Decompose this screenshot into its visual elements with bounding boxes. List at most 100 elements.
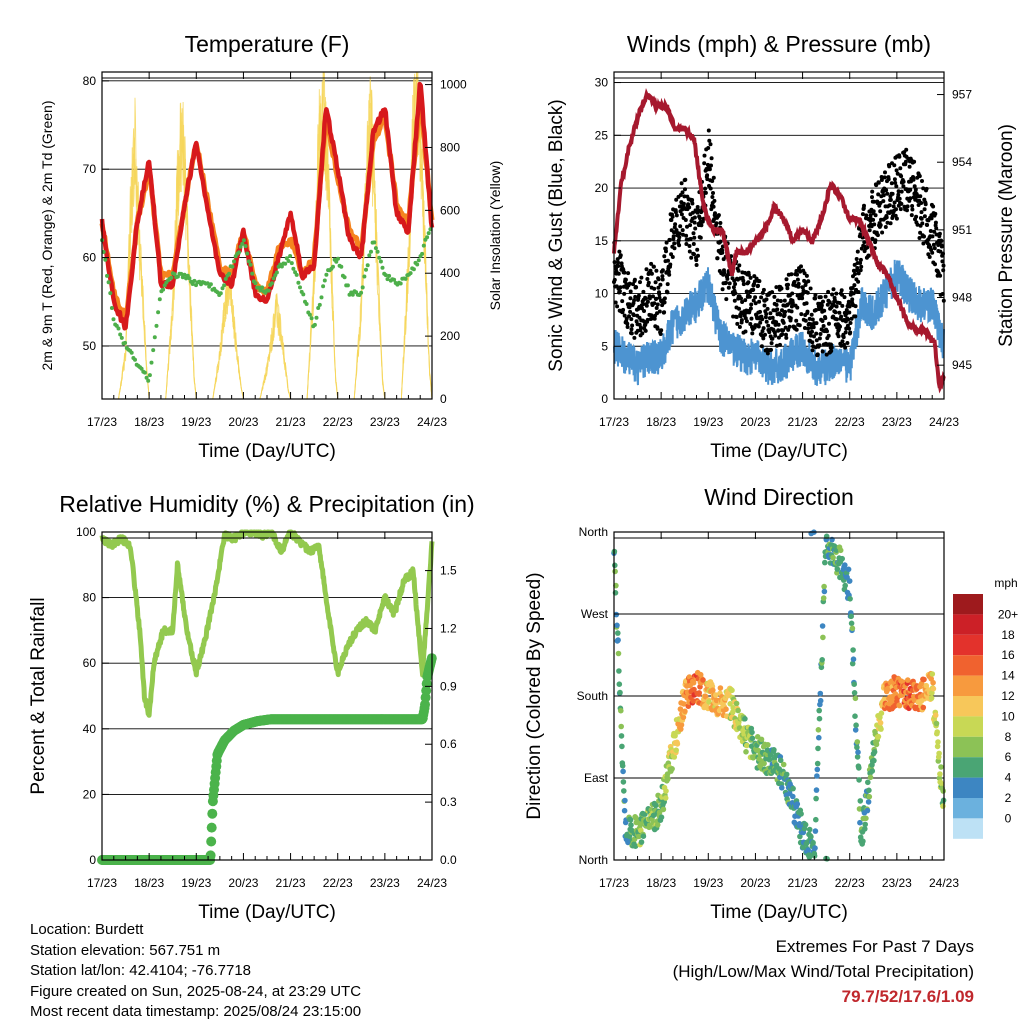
gust-point bbox=[774, 343, 779, 348]
gust-point bbox=[749, 316, 754, 321]
dewpoint-point bbox=[230, 264, 235, 269]
gust-point bbox=[896, 189, 901, 194]
y2-tick-label: 945 bbox=[952, 358, 972, 372]
gust-point bbox=[645, 317, 650, 322]
gust-point bbox=[764, 297, 769, 302]
gust-point bbox=[651, 264, 656, 269]
dewpoint-point bbox=[362, 274, 367, 279]
legend-swatch bbox=[953, 736, 983, 758]
gust-point bbox=[783, 309, 788, 314]
dewpoint-point bbox=[222, 283, 227, 288]
direction-point bbox=[744, 742, 750, 749]
direction-point bbox=[790, 785, 796, 792]
dewpoint-point bbox=[253, 281, 258, 286]
dewpoint-point bbox=[151, 348, 156, 353]
direction-point bbox=[619, 743, 625, 750]
gust-point bbox=[802, 326, 807, 330]
direction-point bbox=[824, 856, 830, 862]
gust-point bbox=[915, 222, 920, 227]
gust-point bbox=[632, 277, 637, 282]
gust-point bbox=[894, 216, 899, 221]
dewpoint-point bbox=[322, 278, 327, 283]
dewpoint-point bbox=[232, 259, 236, 264]
direction-point bbox=[929, 671, 936, 677]
gust-point bbox=[912, 184, 917, 189]
gust-point bbox=[879, 178, 884, 182]
gust-point bbox=[841, 335, 846, 340]
gust-point bbox=[688, 223, 693, 228]
dewpoint-point bbox=[223, 276, 228, 281]
gust-point bbox=[779, 286, 784, 291]
direction-point bbox=[818, 664, 825, 671]
gust-point bbox=[856, 290, 861, 294]
direction-point bbox=[615, 650, 622, 657]
gust-point bbox=[878, 223, 883, 228]
gust-point bbox=[770, 290, 775, 295]
dewpoint-point bbox=[119, 335, 124, 340]
gust-point bbox=[666, 269, 671, 274]
direction-point bbox=[863, 815, 869, 822]
y2-tick-label: 200 bbox=[440, 329, 460, 343]
gust-point bbox=[919, 216, 924, 221]
gust-point bbox=[708, 142, 713, 147]
gust-point bbox=[898, 166, 903, 171]
gust-point bbox=[846, 299, 851, 304]
gust-point bbox=[749, 302, 754, 307]
gust-point bbox=[691, 231, 696, 236]
gust-point bbox=[681, 201, 686, 206]
gust-point bbox=[692, 215, 697, 220]
dewpoint-point bbox=[146, 378, 151, 383]
direction-point bbox=[940, 788, 946, 794]
gust-point bbox=[613, 300, 618, 305]
direction-point bbox=[814, 766, 821, 773]
gust-point bbox=[826, 289, 831, 294]
gust-point bbox=[614, 266, 618, 271]
direction-point bbox=[779, 785, 785, 791]
gust-point bbox=[631, 282, 635, 287]
dewpoint-point bbox=[375, 249, 380, 254]
y-tick-label: West bbox=[581, 607, 609, 621]
gust-point bbox=[899, 201, 904, 206]
dewpoint-point bbox=[218, 291, 223, 296]
dewpoint-point bbox=[169, 275, 174, 280]
gust-point bbox=[687, 244, 692, 248]
direction-point bbox=[821, 588, 828, 595]
gust-point bbox=[892, 163, 897, 168]
gust-point bbox=[638, 280, 642, 285]
gust-point bbox=[838, 324, 842, 329]
gust-point bbox=[733, 291, 738, 296]
gust-point bbox=[778, 299, 783, 303]
direction-point bbox=[665, 776, 671, 782]
gust-point bbox=[872, 222, 877, 227]
gust-point bbox=[707, 138, 712, 143]
gust-point bbox=[669, 218, 674, 222]
direction-point bbox=[816, 715, 823, 722]
gust-point bbox=[822, 308, 827, 313]
gust-point bbox=[683, 177, 688, 182]
gust-point bbox=[794, 318, 799, 323]
gust-point bbox=[864, 213, 869, 218]
gust-point bbox=[718, 239, 723, 244]
direction-point bbox=[918, 680, 925, 687]
direction-point bbox=[691, 686, 697, 693]
dewpoint-point bbox=[142, 370, 147, 375]
gust-point bbox=[924, 186, 929, 191]
gust-point bbox=[821, 324, 826, 328]
legend-label: 8 bbox=[1005, 730, 1012, 744]
panel-direction: Wind Direction Time (Day/UTC) mph 20+ 18 16 14… bbox=[524, 484, 1018, 923]
gust-point bbox=[680, 190, 685, 195]
gust-point bbox=[806, 326, 810, 331]
dewpoint-point bbox=[316, 306, 321, 310]
gust-point bbox=[758, 320, 763, 325]
gust-point bbox=[645, 299, 650, 304]
direction-point bbox=[612, 562, 618, 569]
plot-area bbox=[97, 529, 437, 865]
recent-text: Most recent data timestamp: 2025/08/24 2… bbox=[30, 1003, 362, 1020]
legend-label: 12 bbox=[1001, 689, 1015, 703]
gust-point bbox=[847, 310, 852, 315]
gust-point bbox=[621, 307, 626, 312]
gust-point bbox=[627, 305, 632, 310]
dewpoint-point bbox=[187, 276, 192, 281]
direction-point bbox=[632, 843, 639, 849]
gust-point bbox=[718, 221, 723, 225]
